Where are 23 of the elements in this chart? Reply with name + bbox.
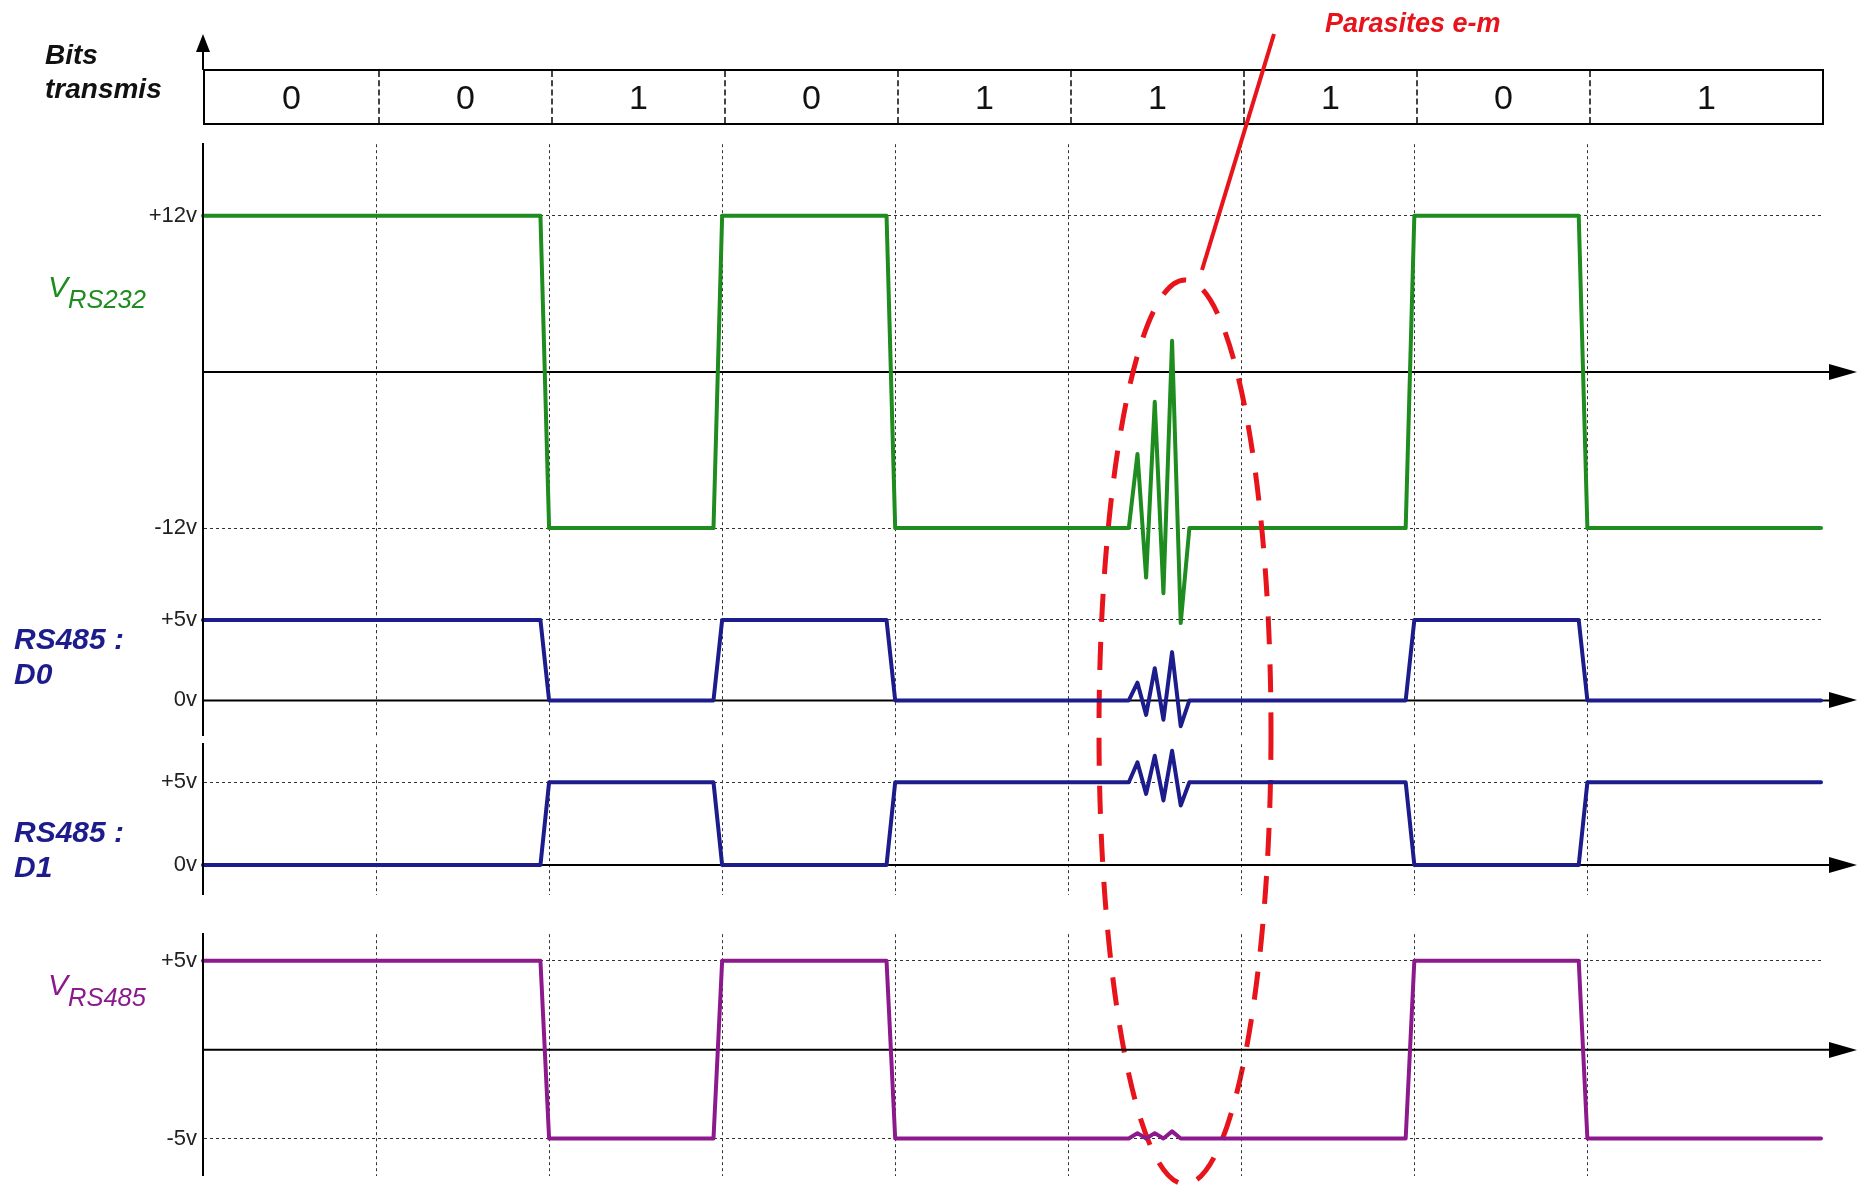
y-tick-label: 0v: [173, 686, 197, 712]
category-label: 1: [1589, 71, 1822, 123]
category-label: 0: [281, 76, 302, 118]
category-label: 1: [1070, 71, 1243, 123]
y-axis-title: V$_{RS232}$: [48, 270, 147, 315]
y-tick-label: +5v: [160, 946, 197, 972]
category-label: 0: [724, 71, 897, 123]
y-axis-title: RS485 : D1: [14, 815, 126, 884]
category-label: 1: [551, 71, 724, 123]
y-tick-label: -5v: [166, 1124, 197, 1150]
category-label: 0: [378, 71, 551, 123]
y-axis-title: RS485 : D0: [14, 622, 126, 691]
text: Parasites e-m: [1325, 8, 1501, 39]
y-tick-label: -12v: [154, 514, 197, 540]
y-tick-label: +12v: [148, 201, 197, 227]
y-tick-label: +5v: [160, 768, 197, 794]
y-tick-label: +5v: [160, 606, 197, 632]
category-label: 1: [1243, 71, 1416, 123]
category-label: 0: [1416, 71, 1589, 123]
category-label: 1: [897, 71, 1070, 123]
y-tick-label: 0v: [173, 851, 197, 877]
y-axis-title: V$_{RS485}$: [48, 968, 146, 1012]
text: Bits transmis: [45, 38, 163, 106]
